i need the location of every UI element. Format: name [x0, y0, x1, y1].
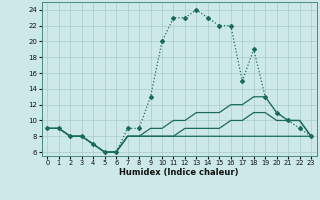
X-axis label: Humidex (Indice chaleur): Humidex (Indice chaleur) — [119, 168, 239, 177]
